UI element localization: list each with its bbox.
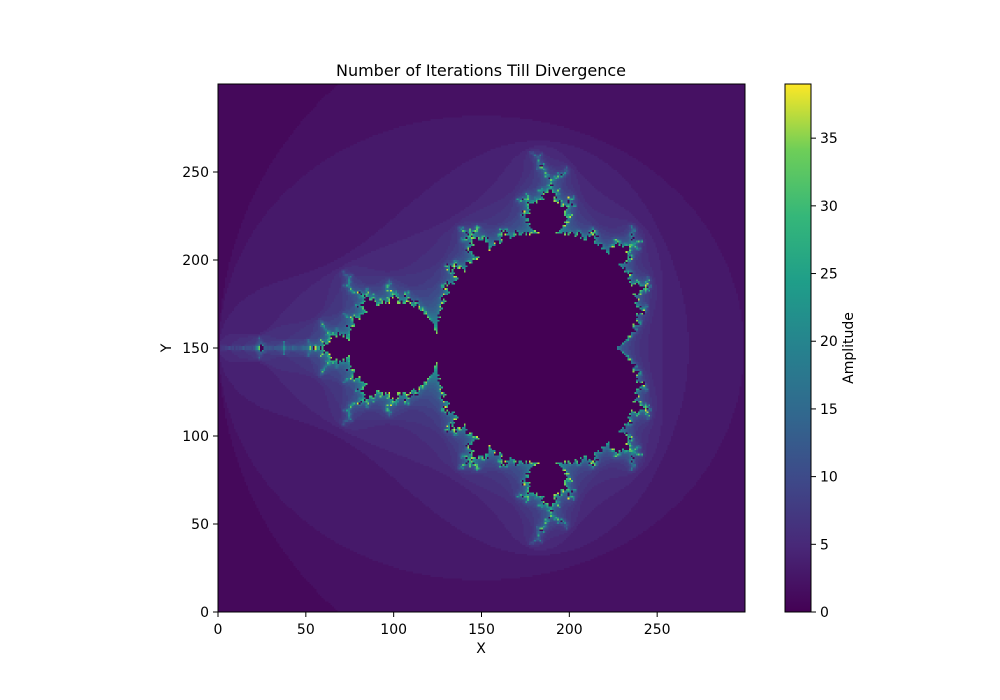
colorbar-gradient bbox=[784, 83, 812, 613]
colorbar-tick-label: 0 bbox=[820, 605, 829, 621]
colorbar-tick-label: 30 bbox=[820, 199, 838, 215]
y-tick-label: 250 bbox=[182, 165, 209, 181]
y-tick-label: 150 bbox=[182, 341, 209, 357]
x-axis-ticks: 0 50 100 150 200 250 bbox=[214, 612, 671, 638]
y-tick-label: 100 bbox=[182, 429, 209, 445]
x-axis-label: X bbox=[476, 641, 486, 657]
colorbar-tick-label: 20 bbox=[820, 334, 838, 350]
heatmap-image bbox=[218, 84, 745, 612]
y-tick-label: 50 bbox=[191, 517, 209, 533]
colorbar: 0 5 10 15 20 25 30 35 Amplitude bbox=[784, 83, 857, 621]
x-tick-label: 200 bbox=[556, 622, 583, 638]
y-tick-label: 200 bbox=[182, 253, 209, 269]
colorbar-tick-label: 10 bbox=[820, 470, 838, 486]
colorbar-ticks: 0 5 10 15 20 25 30 35 bbox=[811, 131, 838, 621]
y-tick-label: 0 bbox=[200, 605, 209, 621]
y-axis-label: Y bbox=[159, 343, 175, 353]
y-axis-ticks: 0 50 100 150 200 250 bbox=[182, 165, 218, 621]
colorbar-tick-label: 25 bbox=[820, 267, 838, 283]
x-tick-label: 0 bbox=[214, 622, 223, 638]
x-tick-label: 250 bbox=[644, 622, 671, 638]
x-tick-label: 100 bbox=[380, 622, 407, 638]
x-tick-label: 50 bbox=[297, 622, 315, 638]
colorbar-tick-label: 15 bbox=[820, 402, 838, 418]
colorbar-tick-label: 35 bbox=[820, 131, 838, 147]
colorbar-tick-label: 5 bbox=[820, 537, 829, 553]
x-tick-label: 150 bbox=[468, 622, 495, 638]
colorbar-label: Amplitude bbox=[841, 312, 857, 384]
chart-title: Number of Iterations Till Divergence bbox=[336, 61, 626, 80]
plot-area bbox=[217, 83, 746, 613]
